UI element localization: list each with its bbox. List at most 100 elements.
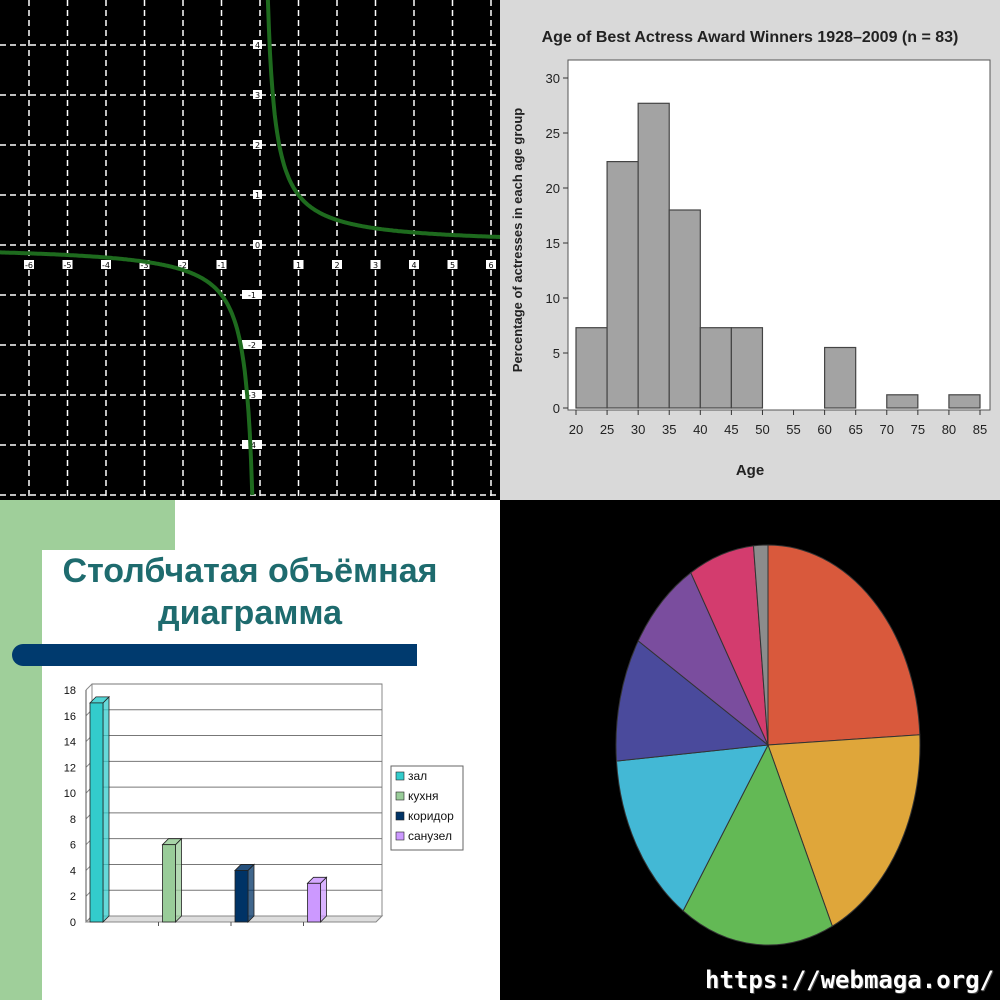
x-tick-label: 70 bbox=[880, 422, 894, 437]
histogram-ylabel: Percentage of actresses in each age grou… bbox=[510, 108, 525, 372]
pie-slice-1 bbox=[767, 544, 921, 746]
pie-slice-6 bbox=[637, 571, 769, 746]
title-band bbox=[12, 644, 417, 666]
x-tick-label: 60 bbox=[817, 422, 831, 437]
y-tick-label: -2 bbox=[248, 341, 256, 350]
y-tick-label: 4 bbox=[70, 865, 76, 877]
histogram-bar bbox=[730, 327, 764, 409]
y-tick-marker bbox=[242, 340, 262, 349]
y-tick-label: -1 bbox=[248, 291, 256, 300]
x-tick-label: -2 bbox=[179, 261, 187, 270]
bar-side bbox=[175, 837, 182, 923]
legend-swatch bbox=[395, 791, 405, 801]
y-tick-label: 10 bbox=[64, 788, 76, 800]
x-tick-marker bbox=[332, 260, 342, 269]
y-tick-label: 6 bbox=[70, 840, 76, 852]
histogram-bar bbox=[699, 327, 732, 409]
x-tick-label: 55 bbox=[786, 422, 800, 437]
y-tick-label: 15 bbox=[546, 236, 560, 251]
y-tick-label: 8 bbox=[70, 814, 76, 826]
x-tick-label: 25 bbox=[600, 422, 614, 437]
side-panel bbox=[0, 500, 42, 1000]
bar-3 bbox=[234, 870, 249, 923]
pie-slice-2 bbox=[767, 734, 921, 927]
legend-label: зал bbox=[408, 769, 427, 783]
y-tick-label: 3 bbox=[255, 91, 260, 100]
y-tick-label: 10 bbox=[546, 291, 560, 306]
x-tick-label: 2 bbox=[334, 261, 339, 270]
y-tick-label: 4 bbox=[255, 41, 260, 50]
pie-plot bbox=[615, 544, 921, 946]
histogram-plot: Age of Best Actress Award Winners 1928–2… bbox=[500, 0, 1000, 500]
column-chart-title: Столбчатая объёмная диаграмма bbox=[62, 552, 438, 632]
hyperbola-branch-left bbox=[0, 250, 255, 496]
y-tick-marker bbox=[253, 140, 262, 149]
x-tick-label: 4 bbox=[411, 261, 416, 270]
x-tick-label: 3 bbox=[373, 261, 378, 270]
pie-slice-3 bbox=[682, 743, 833, 946]
y-tick-marker bbox=[253, 190, 262, 199]
y-tick-label: 25 bbox=[546, 126, 560, 141]
legend-label: кухня bbox=[408, 789, 439, 803]
legend-label: коридор bbox=[408, 809, 454, 823]
y-tick-marker bbox=[253, 40, 262, 49]
x-tick-label: 85 bbox=[973, 422, 987, 437]
y-tick-label: 30 bbox=[546, 71, 560, 86]
histogram-chart: Age of Best Actress Award Winners 1928–2… bbox=[500, 0, 1000, 500]
hyperbola-chart: -6 -5 -4 -3 -2 -1 1 2 3 4 5 6 4 3 2 1 0 -1 -2 -3 -4 bbox=[0, 0, 500, 500]
y-tick-label: 14 bbox=[64, 737, 76, 749]
y-tick-marker bbox=[242, 390, 262, 399]
x-tick-label: 65 bbox=[848, 422, 862, 437]
bar-side bbox=[102, 695, 110, 923]
x-tick-label: 20 bbox=[569, 422, 583, 437]
pie-chart: https://webmaga.org/ bbox=[500, 500, 1000, 1000]
x-tick-marker bbox=[139, 260, 150, 269]
legend-swatch bbox=[395, 811, 405, 821]
x-tick-label: 6 bbox=[488, 261, 493, 270]
bar-2 bbox=[162, 844, 176, 923]
bar-side bbox=[247, 863, 255, 923]
pie-slice-5 bbox=[615, 640, 770, 762]
histogram-bar bbox=[637, 102, 670, 409]
y-tick-label: 0 bbox=[70, 917, 76, 929]
x-tick-label: -1 bbox=[218, 261, 226, 270]
column-chart-plot: 0 2 4 6 8 10 12 14 16 18 зал кухня коридор санузел bbox=[64, 683, 464, 929]
x-tick-label: -5 bbox=[64, 261, 72, 270]
pie-slice-4 bbox=[615, 744, 769, 912]
x-tick-marker bbox=[409, 260, 419, 269]
y-tick-label: -3 bbox=[248, 391, 256, 400]
x-tick-label: 30 bbox=[631, 422, 645, 437]
histogram-bar bbox=[575, 327, 608, 409]
y-tick-label: 2 bbox=[255, 141, 260, 150]
y-tick-label: 0 bbox=[553, 401, 560, 416]
histogram-bar bbox=[824, 346, 857, 409]
x-tick-label: 75 bbox=[911, 422, 925, 437]
y-tick-marker bbox=[253, 90, 262, 99]
y-tick-label: 18 bbox=[64, 685, 76, 697]
x-tick-marker bbox=[447, 260, 458, 269]
y-tick-label: 5 bbox=[553, 346, 560, 361]
bar-side bbox=[320, 876, 327, 923]
x-tick-label: -3 bbox=[141, 261, 149, 270]
legend-label: санузел bbox=[408, 829, 452, 843]
x-tick-marker bbox=[62, 260, 73, 269]
hyperbola-branch-right bbox=[265, 0, 500, 239]
y-tick-label: 12 bbox=[64, 762, 76, 774]
legend-swatch bbox=[395, 831, 405, 841]
bar-4 bbox=[307, 882, 321, 923]
histogram-bar bbox=[606, 161, 639, 409]
x-tick-label: 50 bbox=[755, 422, 769, 437]
x-tick-marker bbox=[293, 260, 304, 269]
column-chart-panel: Столбчатая объёмная диаграмма 0 2 4 6 8 10 12 1… bbox=[0, 500, 500, 1000]
y-tick-label: 1 bbox=[255, 191, 260, 200]
y-tick-label: 20 bbox=[546, 181, 560, 196]
legend-swatch bbox=[395, 771, 405, 781]
x-tick-label: -4 bbox=[102, 261, 110, 270]
y-tick-label: 16 bbox=[64, 711, 76, 723]
y-tick-label: 0 bbox=[255, 241, 260, 250]
x-tick-label: 5 bbox=[450, 261, 455, 270]
x-tick-marker bbox=[178, 260, 188, 269]
histogram-xlabel: Age bbox=[736, 462, 764, 479]
watermark-text: https://webmaga.org/ bbox=[705, 966, 994, 994]
